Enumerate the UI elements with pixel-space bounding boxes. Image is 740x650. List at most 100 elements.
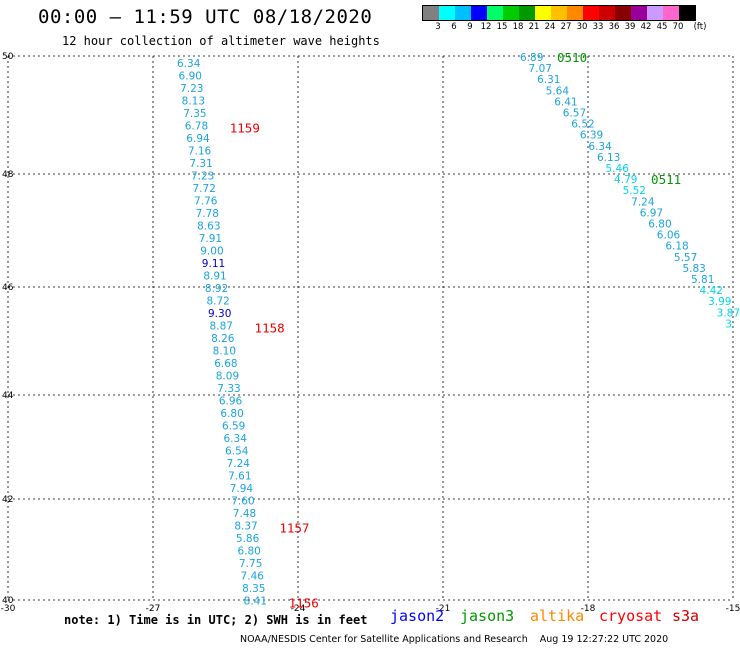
swh-value: 7.76: [194, 196, 218, 208]
swh-value: 7.91: [199, 233, 222, 245]
lon-label: -24: [291, 604, 306, 614]
swh-value: 6.34: [177, 58, 201, 70]
swh-value: 6.57: [563, 108, 586, 120]
swh-value: 9.30: [208, 308, 231, 320]
legend-swatch: [583, 6, 599, 20]
swh-value: 7.94: [230, 483, 254, 495]
lat-label: 46: [2, 283, 14, 293]
swh-value: 4.79: [614, 174, 637, 186]
swh-value: 8.37: [234, 521, 257, 533]
swh-value: 5.46: [606, 163, 630, 175]
swh-value: 8.91: [203, 271, 226, 283]
swh-value: 7.24: [227, 458, 251, 470]
lat-label: 40: [2, 596, 14, 606]
swh-value: 8.87: [210, 321, 233, 333]
swh-value: 5.52: [623, 185, 646, 197]
swh-value: 7.23: [191, 171, 214, 183]
legend-swatch: [567, 6, 583, 20]
swh-value: 6.34: [588, 141, 612, 153]
swh-value: 7.23: [180, 83, 203, 95]
swh-value: 8.35: [242, 583, 265, 595]
lat-label: 48: [2, 170, 14, 180]
legend-swatch: [535, 6, 551, 20]
time-labels: 1159 1158 1157 1156 0510 0511: [230, 50, 681, 611]
satellite-name: jason3: [460, 607, 515, 625]
legend-swatch: [471, 6, 487, 20]
track-a-values: 6.346.907.238.137.356.786.947.167.317.23…: [177, 58, 267, 608]
satellite-name: cryosat: [599, 607, 663, 625]
legend-tick-label: 21: [528, 22, 540, 32]
lon-label: -15: [726, 604, 740, 614]
swh-value: 7.60: [231, 496, 254, 508]
swh-value: 6.39: [580, 130, 603, 142]
swh-value: 7.24: [631, 196, 655, 208]
swh-value: 5.64: [546, 85, 570, 97]
swh-value: 7.31: [189, 158, 212, 170]
satellite-name: jason2: [390, 607, 445, 625]
legend-unit: (ft): [693, 22, 707, 32]
legend-swatch: [647, 6, 663, 20]
swh-value: 6.06: [657, 230, 681, 242]
swh-value: 6.80: [237, 546, 260, 558]
swh-value: 6.97: [640, 207, 663, 219]
legend-tick-label: 27: [560, 22, 572, 32]
legend-tick-label: 6: [451, 22, 457, 32]
time-label: 1159: [230, 121, 260, 136]
swh-value: 8.41: [244, 596, 267, 608]
swh-value: 6.80: [220, 408, 243, 420]
swh-value: 8.72: [206, 296, 229, 308]
legend-swatch: [455, 6, 471, 20]
legend-swatches: [422, 5, 696, 21]
legend-swatch: [663, 6, 679, 20]
footer-note: note: 1) Time is in UTC; 2) SWH is in fe…: [64, 613, 368, 627]
color-legend: 3 6 9 12 15 18 21 24 27 30 33 36 39 42 45 70 (ft): [422, 5, 706, 33]
swh-value: 5.57: [674, 252, 697, 264]
swh-value: 7.33: [217, 383, 240, 395]
legend-swatch: [599, 6, 615, 20]
swh-value: 8.26: [211, 333, 235, 345]
legend-tick-label: 36: [608, 22, 620, 32]
legend-swatch: [615, 6, 631, 20]
lon-label: -30: [1, 604, 16, 614]
swh-value: 7.46: [241, 571, 265, 583]
swh-value: 6.31: [537, 74, 560, 86]
credit-line: NOAA/NESDIS Center for Satellite Applica…: [240, 634, 669, 645]
legend-tick-label: 70: [672, 22, 684, 32]
swh-value: 6.89: [520, 52, 543, 64]
swh-value: 3.87: [717, 307, 740, 319]
swh-value: 9.00: [200, 246, 223, 258]
swh-value: 6.80: [648, 219, 671, 231]
legend-tick-label: 18: [512, 22, 524, 32]
swh-value: 6.13: [597, 152, 620, 164]
time-label: 1156: [289, 596, 319, 611]
legend-tick-label: 42: [640, 22, 652, 32]
swh-value: 7.75: [239, 558, 262, 570]
satellite-name: altika: [530, 607, 585, 625]
legend-swatch: [487, 6, 503, 20]
time-label: 0510: [557, 50, 587, 65]
swh-value: 6.34: [224, 433, 248, 445]
legend-swatch: [631, 6, 647, 20]
lon-label: -18: [581, 604, 596, 614]
map-subtitle: 12 hour collection of altimeter wave hei…: [62, 34, 380, 48]
swh-value: 9.11: [202, 258, 225, 270]
swh-value: 8.13: [182, 96, 205, 108]
swh-value: 5.81: [691, 274, 714, 286]
legend-swatch: [551, 6, 567, 20]
time-label: 1158: [255, 321, 285, 336]
legend-tick-label: 30: [576, 22, 588, 32]
legend-tick-label: 9: [467, 22, 473, 32]
swh-value: 6.78: [185, 121, 208, 133]
lon-label: -21: [436, 604, 451, 614]
lat-label: 42: [2, 495, 13, 505]
time-label: 0511: [651, 172, 681, 187]
swh-value: 7.35: [183, 108, 206, 120]
legend-swatch: [503, 6, 519, 20]
swh-value: 8.10: [213, 346, 236, 358]
swh-value: 6.94: [186, 133, 210, 145]
legend-swatch: [439, 6, 455, 20]
swh-value: 8.63: [197, 221, 220, 233]
swh-value: 7.61: [228, 471, 251, 483]
axis-labels: -30 -27 -24 -21 -18 -15 50 48 46 44 42 40: [1, 52, 740, 614]
